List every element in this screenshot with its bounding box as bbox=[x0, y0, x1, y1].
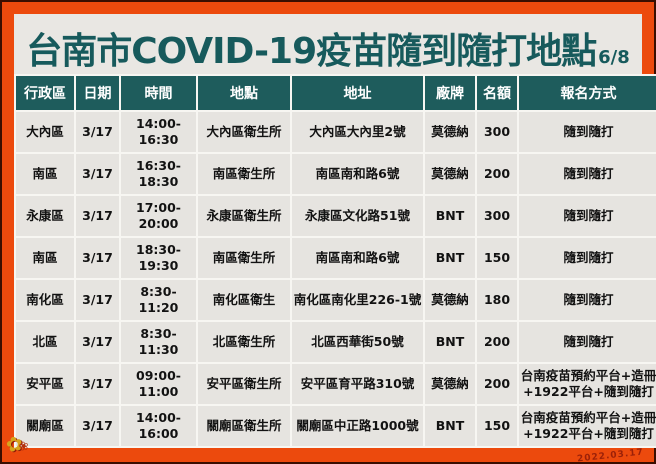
table-row: 南化區 3/17 8:30-11:20 南化區衛生 南化區南化里226-1號 莫… bbox=[16, 280, 656, 320]
col-header-brand: 廠牌 bbox=[425, 76, 475, 110]
page-title-text: 台南市COVID-19疫苗隨到隨打地點 bbox=[26, 31, 597, 72]
cell-date: 3/17 bbox=[76, 364, 119, 404]
cell-registration: 隨到隨打 bbox=[519, 280, 656, 320]
cell-quota: 180 bbox=[477, 280, 517, 320]
cell-registration: 隨到隨打 bbox=[519, 238, 656, 278]
cell-district: 安平區 bbox=[16, 364, 74, 404]
cell-brand: BNT bbox=[425, 322, 475, 362]
cell-time: 14:00-16:30 bbox=[121, 112, 196, 152]
flower-decoration-icon: ✿ ❀ bbox=[4, 431, 30, 458]
col-header-quota: 名額 bbox=[477, 76, 517, 110]
cell-site: 關廟區衛生所 bbox=[198, 406, 290, 446]
cell-brand: 莫德納 bbox=[425, 364, 475, 404]
cell-quota: 150 bbox=[477, 406, 517, 446]
cell-district: 北區 bbox=[16, 322, 74, 362]
cell-registration: 台南疫苗預約平台+造冊+1922平台+隨到隨打 bbox=[519, 406, 656, 446]
cell-site: 南區衛生所 bbox=[198, 238, 290, 278]
table-row: 北區 3/17 8:30-11:30 北區衛生所 北區西華街50號 BNT 20… bbox=[16, 322, 656, 362]
cell-date: 3/17 bbox=[76, 154, 119, 194]
cell-date: 3/17 bbox=[76, 322, 119, 362]
cell-address: 關廟區中正路1000號 bbox=[292, 406, 423, 446]
cell-address: 南化區南化里226-1號 bbox=[292, 280, 423, 320]
cell-time: 16:30-18:30 bbox=[121, 154, 196, 194]
cell-site: 南區衛生所 bbox=[198, 154, 290, 194]
cell-date: 3/17 bbox=[76, 196, 119, 236]
cell-quota: 200 bbox=[477, 154, 517, 194]
cell-address: 南區南和路6號 bbox=[292, 154, 423, 194]
cell-date: 3/17 bbox=[76, 280, 119, 320]
table-header-row: 行政區 日期 時間 地點 地址 廠牌 名額 報名方式 bbox=[16, 76, 656, 110]
cell-site: 南化區衛生 bbox=[198, 280, 290, 320]
cell-site: 安平區衛生所 bbox=[198, 364, 290, 404]
cell-registration: 隨到隨打 bbox=[519, 112, 656, 152]
page-title: 台南市COVID-19疫苗隨到隨打地點 6/8 bbox=[14, 14, 642, 70]
cell-address: 北區西華街50號 bbox=[292, 322, 423, 362]
cell-date: 3/17 bbox=[76, 406, 119, 446]
table-row: 永康區 3/17 17:00-20:00 永康區衛生所 永康區文化路51號 BN… bbox=[16, 196, 656, 236]
cell-time: 18:30-19:30 bbox=[121, 238, 196, 278]
cell-registration: 隨到隨打 bbox=[519, 322, 656, 362]
cell-registration: 台南疫苗預約平台+造冊+1922平台+隨到隨打 bbox=[519, 364, 656, 404]
table-row: 安平區 3/17 09:00-11:00 安平區衛生所 安平區育平路310號 莫… bbox=[16, 364, 656, 404]
cell-district: 南區 bbox=[16, 154, 74, 194]
cell-brand: BNT bbox=[425, 406, 475, 446]
cell-site: 大內區衛生所 bbox=[198, 112, 290, 152]
cell-address: 安平區育平路310號 bbox=[292, 364, 423, 404]
cell-district: 大內區 bbox=[16, 112, 74, 152]
cell-brand: 莫德納 bbox=[425, 280, 475, 320]
flower-small-icon: ❀ bbox=[17, 438, 31, 455]
cell-quota: 300 bbox=[477, 112, 517, 152]
cell-registration: 隨到隨打 bbox=[519, 154, 656, 194]
cell-brand: BNT bbox=[425, 196, 475, 236]
cell-district: 永康區 bbox=[16, 196, 74, 236]
col-header-registration: 報名方式 bbox=[519, 76, 656, 110]
col-header-time: 時間 bbox=[121, 76, 196, 110]
watermark-date: 2022.03.17 bbox=[576, 447, 645, 464]
cell-quota: 200 bbox=[477, 364, 517, 404]
cell-district: 南區 bbox=[16, 238, 74, 278]
cell-time: 8:30-11:20 bbox=[121, 280, 196, 320]
cell-brand: BNT bbox=[425, 238, 475, 278]
cell-time: 8:30-11:30 bbox=[121, 322, 196, 362]
vaccine-schedule-table: 行政區 日期 時間 地點 地址 廠牌 名額 報名方式 大內區 3/17 14:0… bbox=[14, 74, 656, 448]
cell-site: 永康區衛生所 bbox=[198, 196, 290, 236]
cell-district: 南化區 bbox=[16, 280, 74, 320]
cell-address: 永康區文化路51號 bbox=[292, 196, 423, 236]
cell-quota: 300 bbox=[477, 196, 517, 236]
cell-quota: 150 bbox=[477, 238, 517, 278]
page-indicator: 6/8 bbox=[598, 47, 630, 68]
cell-date: 3/17 bbox=[76, 238, 119, 278]
cell-address: 大內區大內里2號 bbox=[292, 112, 423, 152]
cell-time: 17:00-20:00 bbox=[121, 196, 196, 236]
col-header-address: 地址 bbox=[292, 76, 423, 110]
cell-quota: 200 bbox=[477, 322, 517, 362]
cell-time: 09:00-11:00 bbox=[121, 364, 196, 404]
col-header-date: 日期 bbox=[76, 76, 119, 110]
col-header-district: 行政區 bbox=[16, 76, 74, 110]
table-row: 大內區 3/17 14:00-16:30 大內區衛生所 大內區大內里2號 莫德納… bbox=[16, 112, 656, 152]
cell-site: 北區衛生所 bbox=[198, 322, 290, 362]
table-row: 南區 3/17 18:30-19:30 南區衛生所 南區南和路6號 BNT 15… bbox=[16, 238, 656, 278]
table-row: 關廟區 3/17 14:00-16:00 關廟區衛生所 關廟區中正路1000號 … bbox=[16, 406, 656, 446]
table-row: 南區 3/17 16:30-18:30 南區衛生所 南區南和路6號 莫德納 20… bbox=[16, 154, 656, 194]
cell-date: 3/17 bbox=[76, 112, 119, 152]
cell-brand: 莫德納 bbox=[425, 154, 475, 194]
cell-registration: 隨到隨打 bbox=[519, 196, 656, 236]
content-panel: 台南市COVID-19疫苗隨到隨打地點 6/8 行政區 日期 時間 地點 地址 … bbox=[14, 14, 656, 448]
cell-time: 14:00-16:00 bbox=[121, 406, 196, 446]
cell-address: 南區南和路6號 bbox=[292, 238, 423, 278]
col-header-site: 地點 bbox=[198, 76, 290, 110]
cell-brand: 莫德納 bbox=[425, 112, 475, 152]
cell-district: 關廟區 bbox=[16, 406, 74, 446]
